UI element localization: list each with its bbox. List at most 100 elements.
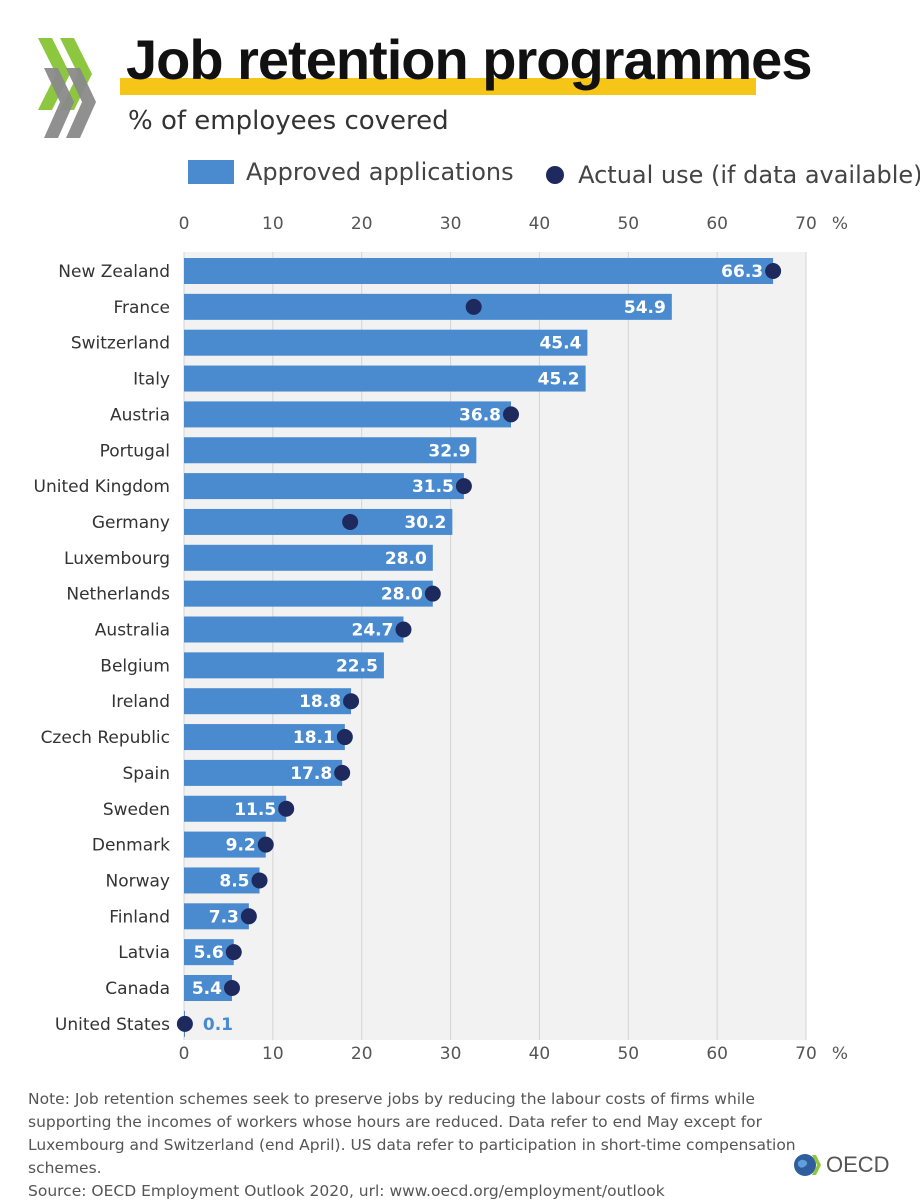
category-label: United Kingdom [34,477,170,497]
bar [184,544,433,571]
category-label: Ireland [111,692,170,712]
legend-label-approved: Approved applications [246,158,514,186]
actual-use-dot [465,298,482,315]
x-tick-label-bottom: 0 [179,1044,190,1064]
bar-value-label: 36.8 [459,405,501,425]
category-label: Finland [109,907,170,927]
bar-value-label: 5.4 [192,979,222,999]
x-tick-label-top: 70 [795,214,817,234]
x-tick-label-bottom: 10 [262,1044,284,1064]
category-label: France [113,298,170,318]
actual-use-dot [278,800,295,817]
bar [184,365,586,392]
actual-use-dot [176,1015,193,1032]
chart-legend: Approved applications Actual use (if dat… [188,158,920,194]
x-tick-label-top: 0 [179,214,190,234]
x-tick-label-top: 10 [262,214,284,234]
bar [184,831,266,858]
legend-item-approved: Approved applications [188,158,514,186]
category-label: Luxembourg [64,549,170,569]
bar [184,688,352,715]
category-label: Spain [123,764,171,784]
bar-value-label: 31.5 [412,477,454,497]
category-label: United States [55,1015,170,1035]
category-label: Netherlands [66,585,170,605]
actual-use-dot [240,908,257,925]
category-label: Denmark [92,836,170,856]
bar [184,401,511,428]
category-label: Czech Republic [41,728,170,748]
bar [184,580,433,607]
category-label: Germany [92,513,170,533]
bar [184,652,384,679]
x-unit-label-top: % [832,214,848,234]
bar [184,473,464,500]
actual-use-dot [336,729,353,746]
bar [184,795,287,822]
category-label: Canada [105,979,170,999]
category-label: Australia [95,621,170,641]
bar [184,616,404,643]
category-label: Norway [106,871,171,891]
bar-value-label: 45.2 [538,370,580,390]
globe-icon [794,1154,821,1176]
bar [184,329,588,356]
category-label: Switzerland [71,334,170,354]
actual-use-dot [395,621,412,638]
bar-chart: 0 0 10 10 20 20 30 30 40 40 50 50 60 60 70 70%% New Zeal… [34,214,849,1064]
actual-use-dot [225,944,242,961]
note-text: Note: Job retention schemes seek to pres… [28,1090,796,1177]
x-tick-label-bottom: 30 [440,1044,462,1064]
bar [184,437,477,464]
x-tick-label-top: 20 [351,214,373,234]
legend-dot-swatch [546,166,565,184]
actual-use-dot [455,478,472,495]
actual-use-dot [251,872,268,889]
title-highlight-bar [120,78,756,95]
category-label: Italy [133,370,170,390]
category-label: Sweden [103,800,170,820]
bar-value-label: 66.3 [721,262,763,282]
bar [184,759,343,786]
x-tick-label-bottom: 20 [351,1044,373,1064]
bar-value-label: 24.7 [352,621,394,641]
category-label: Latvia [118,943,170,963]
oecd-logo-text: OECD [826,1152,890,1177]
legend-label-actual: Actual use (if data available) [578,161,920,189]
bar-value-label: 9.2 [226,836,256,856]
bar-value-label: 0.1 [203,1015,233,1035]
x-unit-label-bottom: % [832,1044,848,1064]
actual-use-dot [334,764,351,781]
actual-use-dot [223,980,240,996]
category-label: New Zealand [58,262,170,282]
actual-use-dot [424,585,441,602]
actual-use-dot [343,693,360,710]
bar-value-label: 5.6 [194,943,224,963]
actual-use-dot [765,263,782,279]
bar-value-label: 45.4 [539,334,581,354]
x-tick-label-bottom: 40 [529,1044,551,1064]
bar-value-label: 22.5 [336,656,378,676]
x-tick-label-bottom: 60 [706,1044,728,1064]
legend-bar-swatch [188,160,234,184]
bar [184,939,234,966]
actual-use-dot [342,513,359,530]
page-title: Job retention programmes [126,28,812,91]
bar-value-label: 18.1 [293,728,335,748]
bar [184,724,345,751]
bar-value-label: 11.5 [234,800,276,820]
bar-value-label: 8.5 [219,871,249,891]
bar-value-label: 7.3 [209,907,239,927]
bar [184,508,453,535]
bar-value-label: 18.8 [299,692,341,712]
category-label: Austria [110,405,170,425]
bar [184,293,672,320]
actual-use-dot [257,836,274,853]
legend-item-actual: Actual use (if data available) [546,161,920,189]
oecd-chevron-logo-icon [38,38,96,138]
x-tick-label-bottom: 50 [617,1044,639,1064]
bar-value-label: 30.2 [404,513,446,533]
bar-value-label: 54.9 [624,298,666,318]
bar [184,867,260,894]
bar-value-label: 28.0 [385,549,427,569]
